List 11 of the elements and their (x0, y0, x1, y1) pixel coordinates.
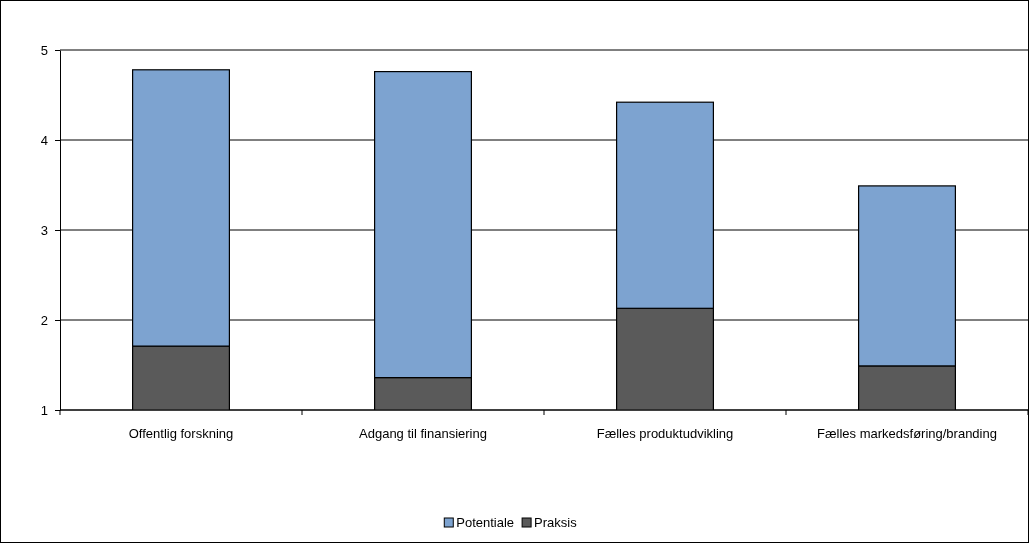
legend-label: Potentiale (456, 515, 515, 530)
y-tick-label: 1 (40, 402, 48, 418)
y-tick-label: 5 (40, 42, 48, 58)
x-tick-label: Fælles produktudvikling (596, 426, 734, 441)
legend-label: Praksis (534, 515, 578, 530)
x-tick-label: Offentlig forskning (128, 426, 234, 441)
y-tick-label: 4 (40, 132, 48, 148)
y-tick-label: 2 (40, 312, 48, 328)
x-tick-label: Fælles markedsføring/branding (817, 426, 997, 441)
x-tick-label: Adgang til finansiering (359, 426, 487, 441)
y-tick-label: 3 (40, 222, 48, 238)
